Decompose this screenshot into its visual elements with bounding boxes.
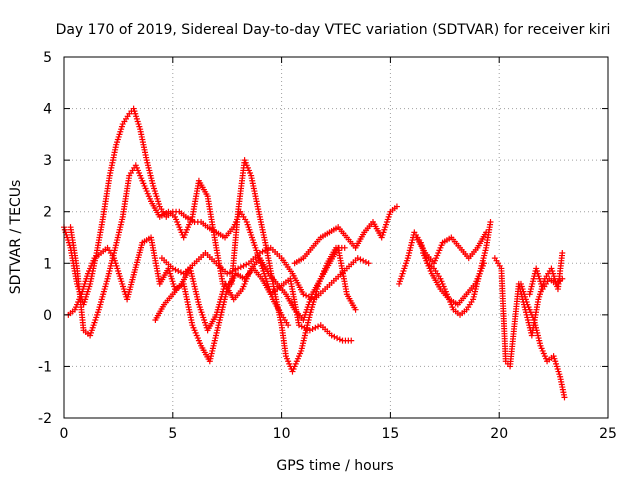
x-tick-label: 20 xyxy=(490,426,508,442)
x-tick-label: 10 xyxy=(273,426,291,442)
axis-ticks: 0 5 10 15 20 25 -2 -1 0 1 2 3 4 5 xyxy=(38,50,617,442)
y-tick-label: 3 xyxy=(43,153,52,169)
x-axis-label: GPS time / hours xyxy=(276,458,393,474)
data-point xyxy=(483,229,490,236)
data-point xyxy=(357,256,364,263)
data-point xyxy=(296,322,303,329)
data-point xyxy=(362,258,369,265)
data-point xyxy=(303,292,310,299)
data-point xyxy=(256,249,263,256)
data-point xyxy=(480,260,487,267)
chart-title: Day 170 of 2019, Sidereal Day-to-day VTE… xyxy=(56,22,611,38)
data-point xyxy=(304,326,311,333)
data-point xyxy=(312,324,319,331)
y-axis-label: SDTVAR / TECUs xyxy=(8,180,24,295)
data-point xyxy=(559,275,566,282)
data-point xyxy=(237,264,244,271)
x-tick-label: 15 xyxy=(381,426,399,442)
y-tick-label: -2 xyxy=(38,411,52,427)
data-point xyxy=(341,244,348,251)
x-tick-label: 0 xyxy=(60,426,69,442)
plot-frame xyxy=(63,56,609,419)
series-11 xyxy=(517,280,568,401)
y-tick-label: 0 xyxy=(43,308,52,324)
data-point xyxy=(559,249,566,256)
data-point xyxy=(177,269,184,276)
data-point xyxy=(328,332,335,339)
data-point xyxy=(172,266,179,273)
data-point xyxy=(298,323,305,330)
data-point xyxy=(301,324,308,331)
data-point xyxy=(352,306,359,313)
data-point xyxy=(235,265,242,272)
data-point xyxy=(309,326,316,333)
data-point xyxy=(487,219,494,226)
data-point xyxy=(240,262,247,269)
data-point xyxy=(265,246,271,253)
series-6 xyxy=(291,203,400,267)
series-9 xyxy=(420,249,487,308)
data-point xyxy=(334,335,341,342)
data-point xyxy=(561,394,568,401)
data-point xyxy=(393,203,400,210)
data-point xyxy=(169,265,176,272)
data-point xyxy=(232,266,239,273)
data-point xyxy=(306,327,313,334)
data-point xyxy=(331,333,338,340)
data-point xyxy=(243,261,250,268)
data-point xyxy=(360,257,367,264)
x-tick-label: 25 xyxy=(599,426,617,442)
data-point xyxy=(365,260,372,267)
grid-lines xyxy=(64,57,608,418)
data-point xyxy=(224,270,231,277)
series-12 xyxy=(526,265,566,298)
data-point xyxy=(315,323,322,330)
y-tick-label: 1 xyxy=(43,256,52,272)
data-point xyxy=(229,268,236,275)
y-tick-label: -1 xyxy=(38,359,52,375)
data-point xyxy=(336,336,343,343)
data-points xyxy=(61,105,568,401)
y-tick-label: 5 xyxy=(43,50,52,66)
data-point xyxy=(348,337,355,344)
data-point xyxy=(300,291,307,298)
y-tick-label: 2 xyxy=(43,205,52,221)
data-point xyxy=(262,247,269,254)
series-5 xyxy=(152,244,359,334)
x-tick-label: 5 xyxy=(168,426,177,442)
data-point xyxy=(175,268,182,275)
data-point xyxy=(285,322,292,329)
y-tick-label: 4 xyxy=(43,102,52,118)
data-point xyxy=(354,255,361,262)
data-point xyxy=(226,269,233,276)
data-point xyxy=(259,248,266,255)
